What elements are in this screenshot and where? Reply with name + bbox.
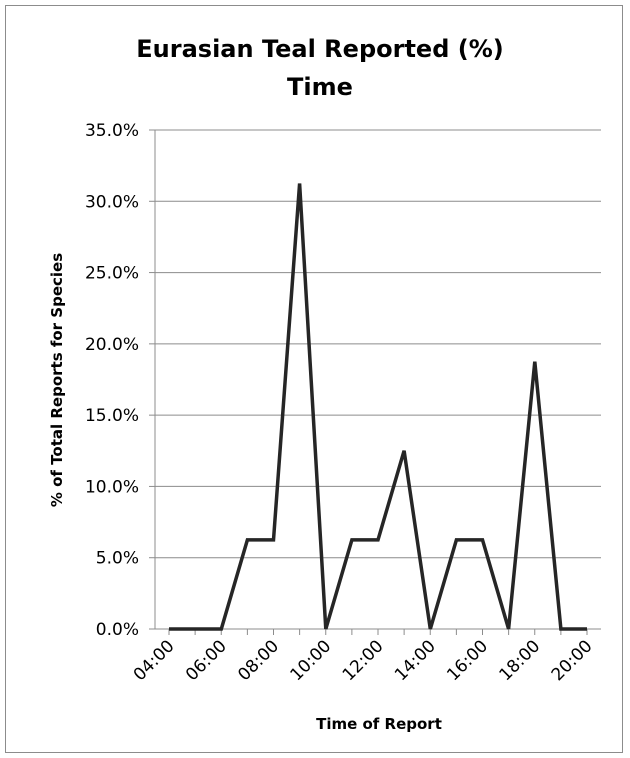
x-tick-label: 20:00 bbox=[548, 636, 597, 685]
series-line bbox=[169, 183, 587, 631]
axes bbox=[149, 129, 601, 635]
y-axis-title: % of Total Reports for Species bbox=[48, 253, 66, 507]
x-tick-label: 14:00 bbox=[391, 636, 440, 685]
y-tick-label: 35.0% bbox=[85, 121, 139, 141]
y-tick-label: 30.0% bbox=[85, 192, 139, 212]
y-tick-label: 5.0% bbox=[96, 549, 139, 569]
x-axis-title: Time of Report bbox=[316, 715, 442, 733]
y-tick-label: 0.0% bbox=[96, 620, 139, 640]
y-tick-label: 20.0% bbox=[85, 335, 139, 355]
y-tick-label: 25.0% bbox=[85, 264, 139, 284]
gridlines bbox=[155, 129, 601, 559]
x-tick-labels: 04:00 06:00 08:00 10:00 12:00 14:00 16:00 18:00… bbox=[130, 636, 597, 685]
series-lines bbox=[169, 183, 587, 631]
y-tick-label: 15.0% bbox=[85, 406, 139, 426]
chart-title-line-1: Eurasian Teal Reported (%) bbox=[136, 35, 503, 63]
x-tick-label: 10:00 bbox=[286, 636, 335, 685]
chart-title-line-2: Time bbox=[287, 73, 353, 101]
x-tick-label: 04:00 bbox=[130, 636, 179, 685]
x-tick-label: 08:00 bbox=[234, 636, 283, 685]
y-tick-label: 10.0% bbox=[85, 477, 139, 497]
x-tick-label: 06:00 bbox=[182, 636, 231, 685]
y-tick-labels: 0.0% 5.0% 10.0% 15.0% 20.0% 25.0% 30.0% 35.0% bbox=[85, 121, 139, 640]
x-tick-label: 16:00 bbox=[443, 636, 492, 685]
x-tick-label: 18:00 bbox=[495, 636, 544, 685]
x-tick-label: 12:00 bbox=[339, 636, 388, 685]
